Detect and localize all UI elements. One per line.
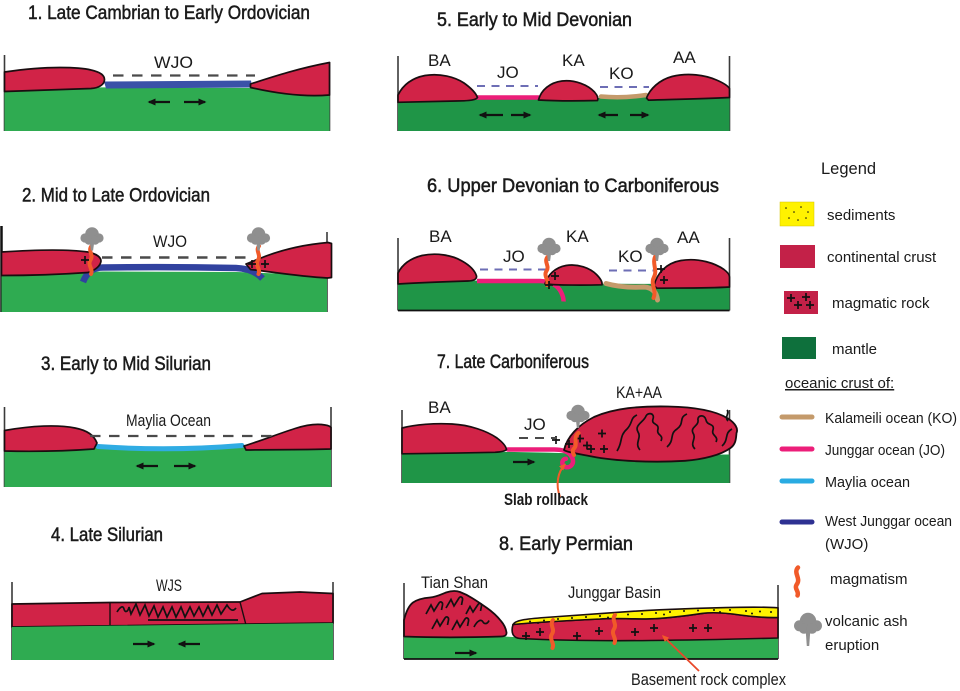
svg-text:JO: JO <box>497 63 519 82</box>
svg-text:KO: KO <box>618 247 643 266</box>
svg-text:6. Upper Devonian to Carbonife: 6. Upper Devonian to Carboniferous <box>427 175 719 197</box>
svg-text:volcanic ash: volcanic ash <box>825 613 908 630</box>
svg-text:magmatism: magmatism <box>830 571 908 588</box>
svg-text:AA: AA <box>677 228 700 247</box>
svg-text:JO: JO <box>524 415 546 434</box>
svg-text:BA: BA <box>429 227 452 246</box>
svg-text:8. Early Permian: 8. Early Permian <box>499 533 633 555</box>
svg-text:7. Late Carboniferous: 7. Late Carboniferous <box>437 351 589 373</box>
svg-text:Maylia Ocean: Maylia Ocean <box>126 411 211 430</box>
svg-text:BA: BA <box>428 51 451 70</box>
svg-text:Kalameili ocean (KO): Kalameili ocean (KO) <box>825 410 957 427</box>
svg-text:Legend: Legend <box>821 160 876 178</box>
svg-text:eruption: eruption <box>825 637 879 654</box>
svg-text:Junggar ocean (JO): Junggar ocean (JO) <box>825 442 945 459</box>
svg-text:oceanic crust of:: oceanic crust of: <box>785 375 894 392</box>
svg-text:Junggar Basin: Junggar Basin <box>568 583 661 602</box>
svg-text:continental crust: continental crust <box>827 249 937 266</box>
svg-text:KA: KA <box>566 227 589 246</box>
svg-text:(WJO): (WJO) <box>825 536 868 553</box>
svg-text:WJO: WJO <box>154 53 193 72</box>
svg-text:sediments: sediments <box>827 207 895 224</box>
svg-text:KA+AA: KA+AA <box>616 383 663 402</box>
svg-text:5. Early to Mid Devonian: 5. Early to Mid Devonian <box>437 9 632 31</box>
svg-text:WJO: WJO <box>153 232 187 251</box>
svg-text:1. Late Cambrian to Early Ordo: 1. Late Cambrian to Early Ordovician <box>28 2 310 24</box>
svg-text:BA: BA <box>428 398 451 417</box>
svg-text:WJS: WJS <box>156 576 182 595</box>
svg-text:mantle: mantle <box>832 341 877 358</box>
svg-text:West Junggar ocean: West Junggar ocean <box>825 513 952 530</box>
svg-text:Basement rock complex: Basement rock complex <box>631 670 786 689</box>
svg-text:KO: KO <box>609 64 634 83</box>
svg-text:Maylia ocean: Maylia ocean <box>825 474 910 491</box>
svg-text:Slab rollback: Slab rollback <box>504 490 588 509</box>
svg-text:3. Early to Mid Silurian: 3. Early to Mid Silurian <box>41 353 211 375</box>
svg-text:JO: JO <box>503 247 525 266</box>
svg-text:4. Late Silurian: 4. Late Silurian <box>51 524 163 546</box>
svg-text:2. Mid to Late Ordovician: 2. Mid to Late Ordovician <box>22 185 210 207</box>
svg-text:Tian Shan: Tian Shan <box>421 573 488 592</box>
svg-text:AA: AA <box>673 48 696 67</box>
svg-text:KA: KA <box>562 51 585 70</box>
svg-text:magmatic rock: magmatic rock <box>832 295 930 312</box>
